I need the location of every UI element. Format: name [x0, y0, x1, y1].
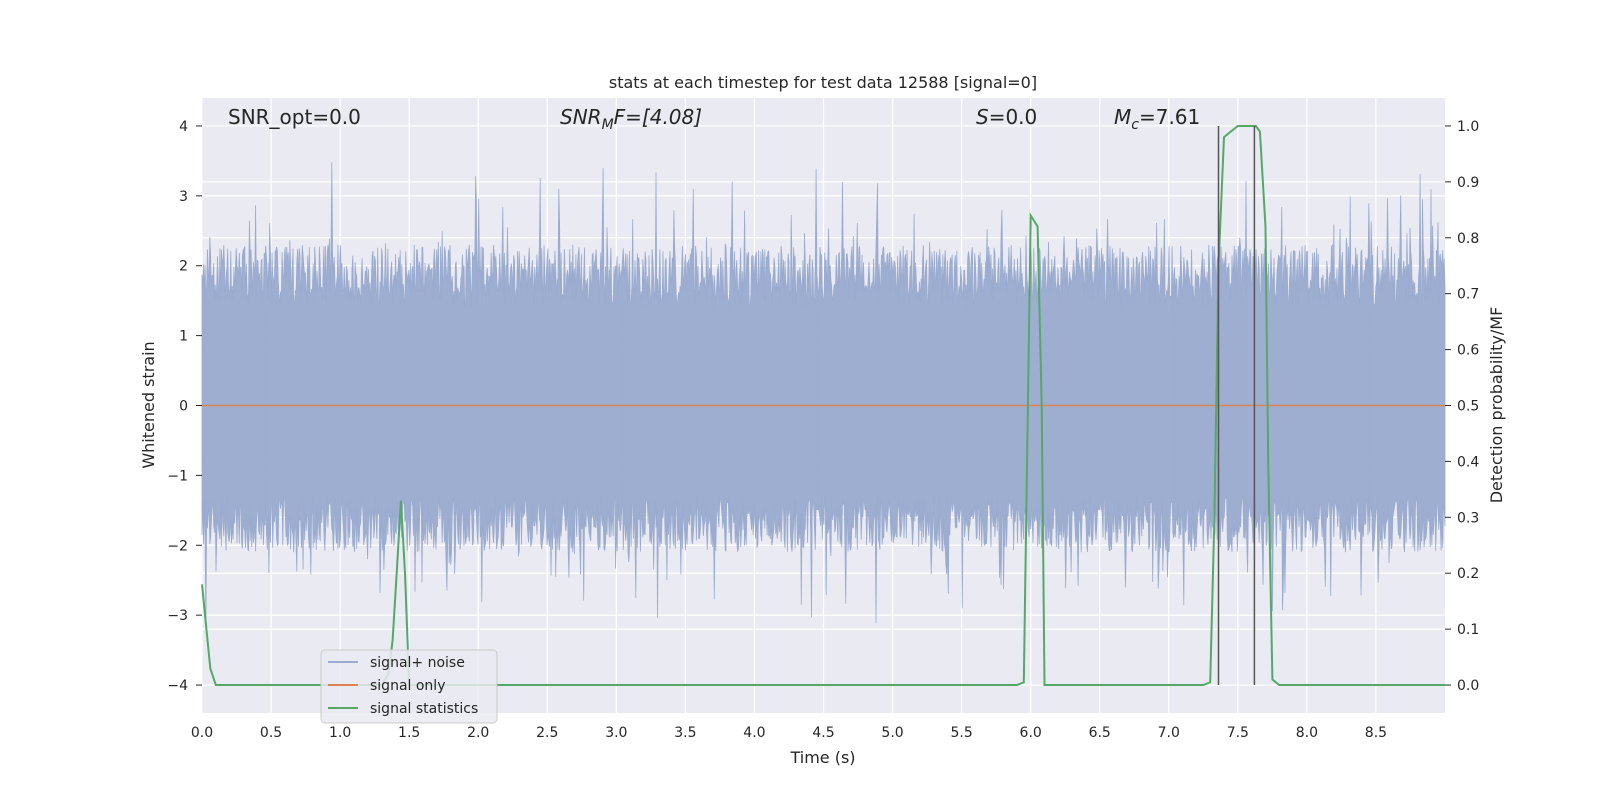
y-right-axis-label: Detection probability/MF — [1487, 307, 1506, 504]
x-tick-label: 0.5 — [260, 725, 282, 741]
y-right-tick-label: 0.9 — [1457, 175, 1479, 191]
x-tick-label: 6.5 — [1089, 725, 1111, 741]
annotation-snr-mf-sub: M — [602, 117, 614, 133]
y-left-tick-label: −3 — [167, 608, 188, 624]
annotation-s-rest: =0.0 — [989, 105, 1038, 129]
x-tick-label: 0.0 — [191, 725, 213, 741]
y-right-tick-label: 1.0 — [1457, 119, 1479, 135]
x-tick-label: 7.5 — [1227, 725, 1249, 741]
x-axis-ticks: 0.0 0.5 1.0 1.5 2.0 2.5 3.0 3.5 4.0 4.5 5.0 5.5 6.0 6… — [191, 725, 1387, 741]
x-tick-label: 4.5 — [812, 725, 834, 741]
annotation-s-main: S — [976, 105, 989, 129]
y-left-tick-label: −2 — [167, 538, 188, 554]
y-right-tick-label: 0.8 — [1457, 231, 1479, 247]
x-tick-label: 7.0 — [1158, 725, 1180, 741]
annotation-mc: Mc=7.61 — [1114, 105, 1200, 133]
x-tick-label: 2.5 — [536, 725, 558, 741]
chart-title: stats at each timestep for test data 125… — [609, 73, 1037, 92]
y-right-tick-label: 0.7 — [1457, 287, 1479, 303]
annotation-snr-mf-main: SNR — [560, 105, 602, 129]
x-tick-label: 5.0 — [881, 725, 903, 741]
y-right-tick-label: 0.3 — [1457, 510, 1479, 526]
annotation-mc-rest: =7.61 — [1139, 105, 1200, 129]
x-tick-label: 6.0 — [1020, 725, 1042, 741]
y-left-tick-label: 1 — [179, 329, 188, 345]
x-tick-label: 3.0 — [605, 725, 627, 741]
y-right-tick-label: 0.1 — [1457, 622, 1479, 638]
annotation-snr-mf: SNRMF=[4.08] — [560, 105, 702, 133]
y-right-tick-label: 0.5 — [1457, 399, 1479, 415]
y-right-tick-label: 0.6 — [1457, 343, 1479, 359]
y-left-axis-ticks: 4 3 2 1 0 −1 −2 −3 −4 — [167, 119, 202, 694]
y-left-axis-label: Whitened strain — [139, 341, 158, 468]
annotation-mc-main: M — [1114, 105, 1131, 129]
annotation-s: S=0.0 — [976, 105, 1037, 129]
x-tick-label: 2.0 — [467, 725, 489, 741]
vertical-lines — [1217, 125, 1256, 686]
annotation-snr-opt: SNR_opt=0.0 — [228, 105, 361, 129]
x-tick-label: 8.5 — [1365, 725, 1387, 741]
y-left-tick-label: −1 — [167, 468, 188, 484]
legend-label-signal-statistics: signal statistics — [370, 701, 478, 717]
x-tick-label: 4.0 — [743, 725, 765, 741]
x-tick-label: 1.0 — [329, 725, 351, 741]
y-right-axis-ticks: 1.0 0.9 0.8 0.7 0.6 0.5 0.4 0.3 0.2 0.1 0.0 — [1445, 119, 1479, 694]
y-right-tick-label: 0.0 — [1457, 678, 1479, 694]
annotation-snr-mf-rest: F=[4.08] — [614, 105, 702, 129]
annotation-mc-sub: c — [1131, 117, 1139, 133]
x-axis-label: Time (s) — [789, 748, 855, 767]
legend-label-noise: signal+ noise — [370, 655, 465, 671]
x-tick-label: 5.5 — [950, 725, 972, 741]
y-left-tick-label: 0 — [179, 399, 188, 415]
y-right-tick-label: 0.4 — [1457, 454, 1479, 470]
noise-band — [201, 162, 1446, 631]
x-tick-label: 8.0 — [1296, 725, 1318, 741]
x-tick-label: 1.5 — [398, 725, 420, 741]
y-left-tick-label: −4 — [167, 678, 188, 694]
y-right-tick-label: 0.2 — [1457, 566, 1479, 582]
legend: signal+ noise signal only signal statist… — [320, 649, 498, 724]
legend-label-signal-only: signal only — [370, 678, 445, 694]
legend-box — [320, 649, 498, 724]
y-left-tick-label: 4 — [179, 119, 188, 135]
y-left-tick-label: 2 — [179, 259, 188, 275]
noise-series — [201, 162, 1446, 631]
x-tick-label: 3.5 — [674, 725, 696, 741]
y-left-tick-label: 3 — [179, 189, 188, 205]
